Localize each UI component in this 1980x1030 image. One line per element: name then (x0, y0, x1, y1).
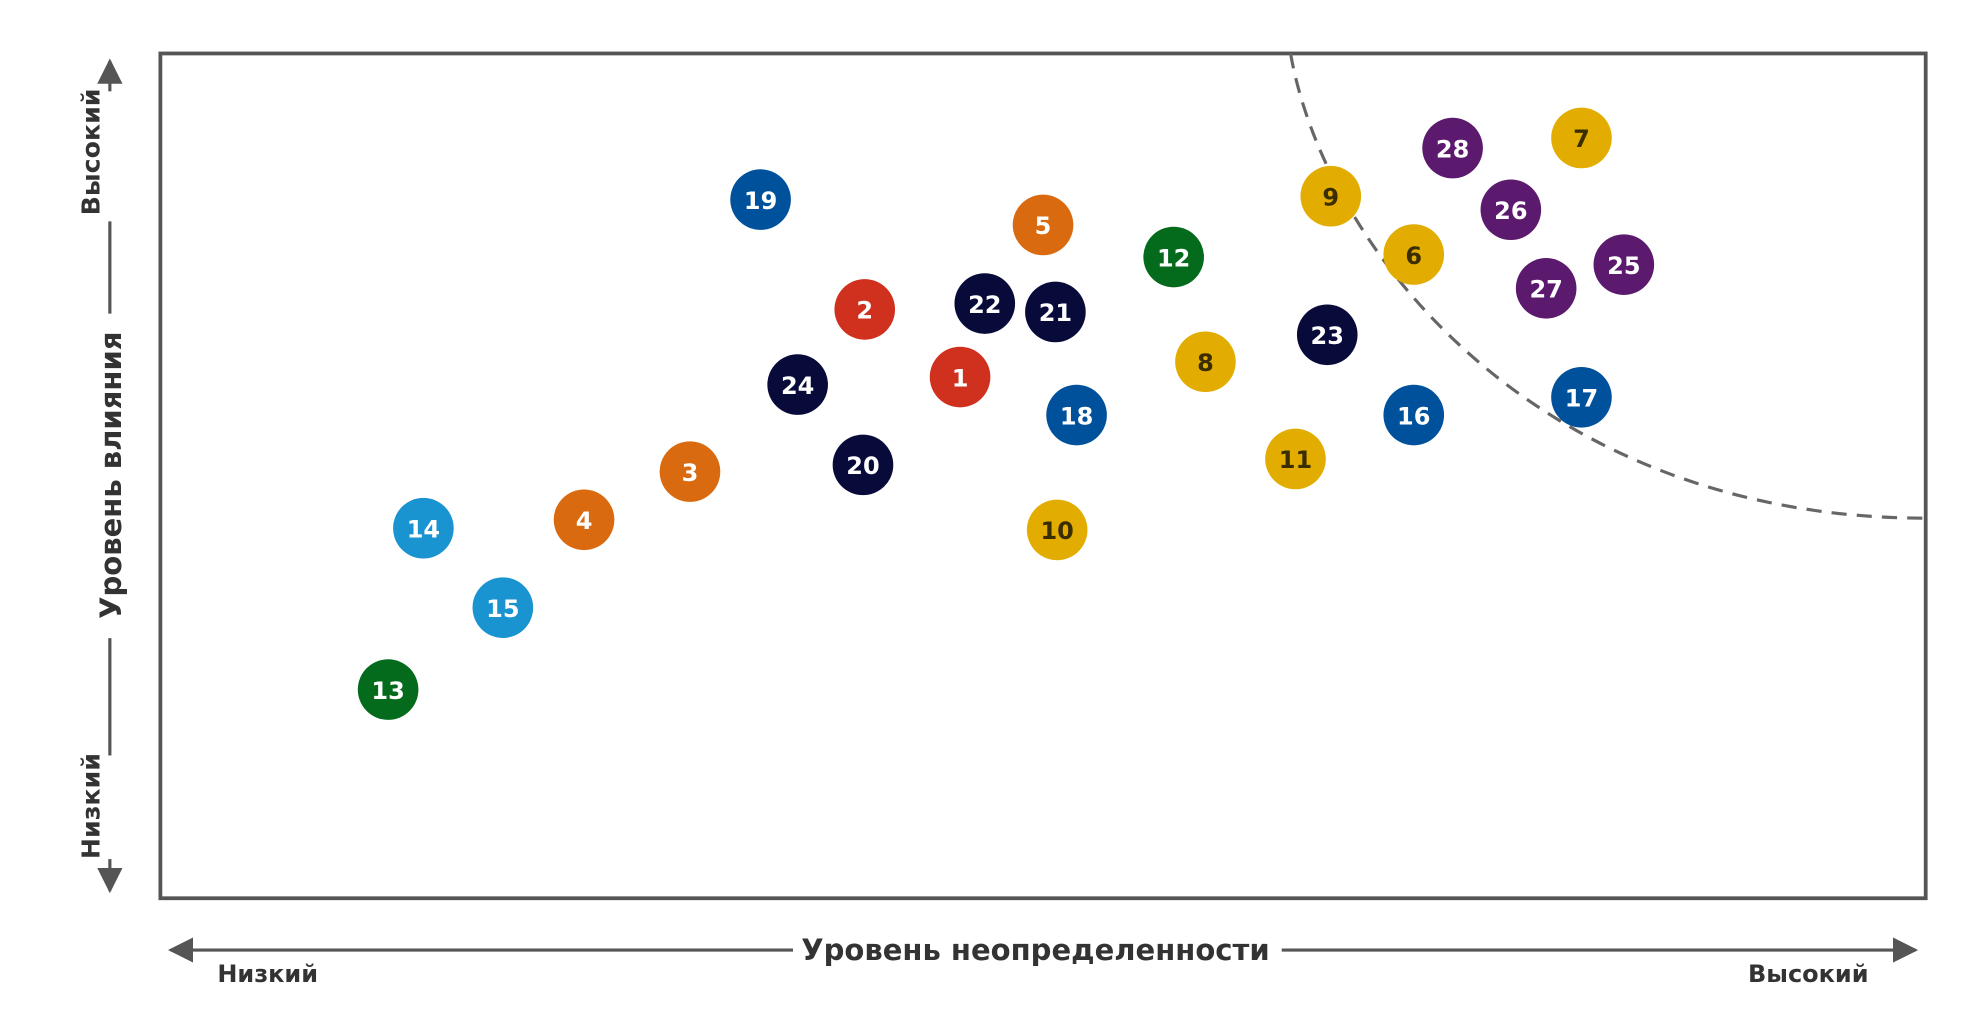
point-label: 1 (952, 364, 969, 392)
points: 1234567891011121314151617181920212223242… (357, 107, 1655, 720)
x-low-label: Низкий (217, 960, 318, 988)
point-label: 25 (1607, 252, 1640, 280)
point-label: 17 (1565, 385, 1598, 413)
point-label: 18 (1060, 402, 1093, 430)
point-label: 8 (1197, 349, 1214, 377)
point (472, 577, 534, 638)
x-axis-title: Уровень неопределенности (801, 933, 1269, 967)
point (834, 279, 896, 340)
point-label: 24 (781, 372, 814, 400)
point (1551, 107, 1612, 169)
point (730, 169, 791, 230)
point (1175, 331, 1236, 393)
point (1383, 384, 1445, 446)
point (1296, 304, 1358, 366)
point (1265, 428, 1326, 490)
point-label: 3 (682, 459, 699, 487)
y-axis-title: Уровень влияния (94, 332, 128, 619)
point (1551, 366, 1612, 428)
point (1300, 165, 1362, 227)
point-label: 11 (1279, 446, 1312, 474)
point-label: 4 (576, 507, 593, 535)
point-label: 9 (1322, 183, 1339, 211)
point (1422, 117, 1483, 179)
risk-zone-boundary (1288, 53, 1926, 520)
point (1480, 179, 1542, 241)
plot-frame (158, 51, 1928, 901)
point-label: 21 (1039, 299, 1072, 327)
point (954, 273, 1016, 334)
point-label: 7 (1573, 125, 1590, 153)
point-label: 16 (1397, 402, 1430, 430)
point-label: 22 (968, 291, 1001, 319)
point (1143, 226, 1204, 288)
point (1025, 281, 1086, 343)
point-label: 13 (371, 677, 404, 705)
point (1012, 194, 1074, 256)
point-label: 19 (744, 187, 777, 215)
point (1593, 234, 1655, 295)
x-high-label: Высокий (1748, 960, 1869, 988)
point-label: 2 (856, 297, 873, 325)
point-label: 10 (1040, 517, 1073, 545)
point (659, 441, 721, 502)
point-label: 5 (1035, 212, 1052, 240)
point-label: 14 (407, 515, 440, 543)
point (393, 497, 454, 559)
point-label: 6 (1405, 242, 1422, 270)
y-high-label: Высокий (76, 88, 105, 215)
point (832, 434, 894, 496)
point-label: 15 (486, 595, 519, 623)
point (553, 489, 615, 551)
point (1046, 384, 1107, 446)
point-label: 12 (1157, 244, 1190, 272)
point (1026, 499, 1088, 561)
point-label: 20 (846, 452, 879, 480)
point (357, 659, 419, 720)
point-label: 27 (1529, 276, 1562, 304)
point-label: 23 (1311, 322, 1344, 350)
point (767, 354, 828, 415)
point (1383, 224, 1445, 285)
point (1515, 258, 1577, 319)
point-label: 28 (1436, 135, 1469, 163)
y-low-label: Низкий (76, 753, 105, 859)
point (929, 346, 991, 408)
point-label: 26 (1494, 197, 1527, 225)
